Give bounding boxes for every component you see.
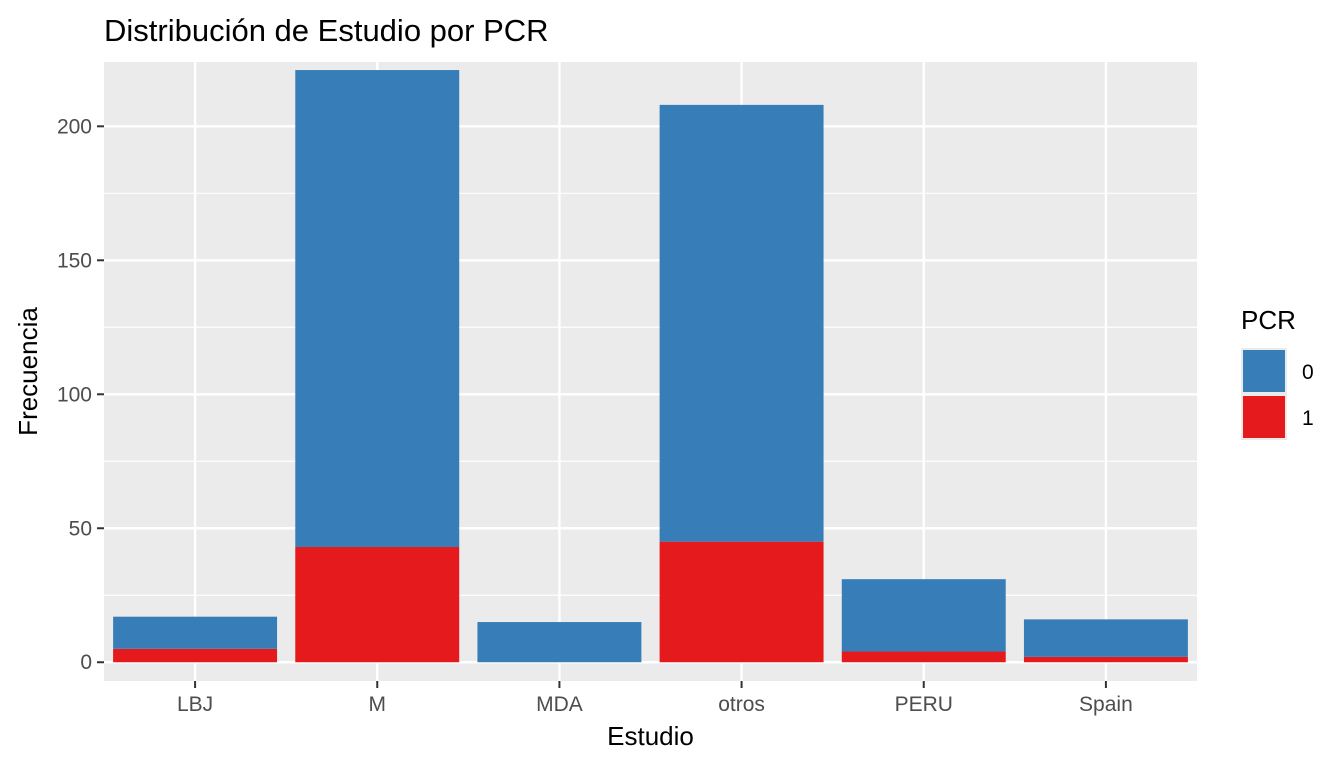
bar-m-pcr-0 [295, 70, 460, 548]
x-tick-label: M [369, 693, 387, 716]
bar-lbj-pcr-1 [113, 648, 278, 663]
plot-panel [104, 62, 1197, 681]
x-axis-title: Estudio [607, 721, 694, 751]
y-tick-label: 100 [57, 383, 92, 406]
x-tick-label: Spain [1079, 693, 1133, 716]
bar-otros-pcr-1 [659, 541, 824, 663]
legend-label-0: 0 [1302, 361, 1314, 384]
bar-spain-pcr-0 [1023, 619, 1188, 657]
y-tick-label: 50 [69, 517, 92, 540]
bar-m-pcr-1 [295, 547, 460, 663]
y-tick-label: 150 [57, 249, 92, 272]
bar-mda-pcr-0 [477, 622, 642, 663]
bar-peru-pcr-1 [841, 651, 1006, 663]
y-tick-label: 0 [80, 651, 92, 674]
legend-key-1 [1241, 394, 1287, 440]
bars [113, 70, 1188, 663]
legend-title: PCR [1241, 305, 1296, 335]
legend-key-0 [1241, 348, 1287, 394]
y-axis-title: Frecuencia [13, 307, 43, 436]
x-axis: LBJ M MDA otros PERU Spain [177, 681, 1133, 716]
y-tick-label: 200 [57, 115, 92, 138]
chart-title: Distribución de Estudio por PCR [104, 13, 549, 48]
bar-otros-pcr-0 [659, 104, 824, 542]
legend: PCR 0 1 [1241, 305, 1314, 440]
x-tick-label: MDA [536, 693, 583, 716]
x-tick-label: PERU [895, 693, 953, 716]
bar-lbj-pcr-0 [113, 616, 278, 649]
bar-peru-pcr-0 [841, 579, 1006, 652]
bar-spain-pcr-1 [1023, 656, 1188, 663]
y-axis: 0 50 100 150 200 [57, 115, 104, 674]
x-tick-label: otros [718, 693, 765, 716]
x-tick-label: LBJ [177, 693, 213, 716]
legend-label-1: 1 [1302, 407, 1314, 430]
